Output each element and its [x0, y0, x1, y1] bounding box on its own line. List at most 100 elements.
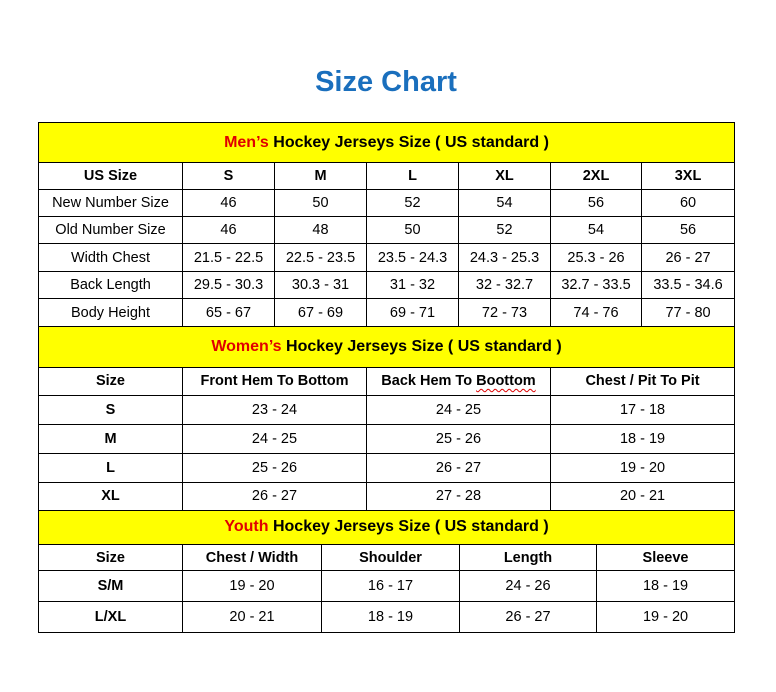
table-cell: 20 - 21 — [182, 601, 322, 633]
mens-section-title: Men’s Hockey Jerseys Size ( US standard … — [37, 122, 736, 163]
table-cell: 32 - 32.7 — [458, 271, 551, 299]
womens-section-title: Women’s Hockey Jerseys Size ( US standar… — [37, 327, 736, 368]
table-cell: 17 - 18 — [549, 394, 736, 425]
column-header: Shoulder — [321, 544, 460, 571]
column-header: 2XL — [550, 162, 642, 190]
table-cell: 77 - 80 — [640, 298, 736, 327]
table-cell: 16 - 17 — [321, 570, 460, 602]
row-label: Back Length — [38, 271, 183, 299]
table-cell: 26 - 27 — [459, 601, 597, 633]
column-header-label: M — [314, 168, 327, 184]
table-cell: 26 - 27 — [182, 481, 367, 511]
row-label: S/M — [38, 570, 183, 602]
table-cell: 25 - 26 — [182, 452, 367, 483]
table-cell: 25 - 26 — [366, 423, 551, 454]
row-label: Body Height — [38, 298, 183, 327]
table-cell: 72 - 73 — [458, 298, 551, 327]
row-label: XL — [38, 481, 183, 511]
section-highlight: Women’s — [211, 337, 282, 355]
youth-section-title: Youth Hockey Jerseys Size ( US standard … — [37, 510, 736, 545]
row-label: L — [38, 452, 183, 483]
table-cell: 30.3 - 31 — [274, 271, 367, 299]
table-cell: 23 - 24 — [182, 394, 367, 425]
column-header: XL — [458, 162, 551, 190]
table-cell: 24.3 - 25.3 — [458, 243, 551, 272]
table-row: L/XL 20 - 21 18 - 19 26 - 27 19 - 20 — [38, 601, 736, 633]
column-header-label: S — [223, 168, 234, 184]
section-heading: Hockey Jerseys Size ( US standard ) — [268, 133, 549, 151]
table-row: Old Number Size 46 48 50 52 54 56 — [38, 216, 736, 244]
column-header: Chest / Pit To Pit — [549, 366, 736, 396]
row-label: S — [38, 394, 183, 425]
table-cell: 19 - 20 — [549, 452, 736, 483]
column-header-label: 2XL — [582, 168, 610, 184]
table-cell: 50 — [274, 189, 367, 217]
table-cell: 67 - 69 — [274, 298, 367, 327]
womens-size-table: Women’s Hockey Jerseys Size ( US standar… — [37, 327, 736, 511]
table-cell: 21.5 - 22.5 — [182, 243, 275, 272]
column-header: Length — [459, 544, 597, 571]
table-cell: 46 — [182, 189, 275, 217]
column-header-label: Size — [95, 549, 125, 566]
column-header-label: L — [408, 168, 417, 184]
table-cell: 54 — [458, 189, 551, 217]
misspelled-word: Boottom — [476, 373, 536, 389]
column-header: 3XL — [640, 162, 736, 190]
column-header: M — [274, 162, 367, 190]
section-heading: Hockey Jerseys Size ( US standard ) — [268, 518, 549, 536]
table-row: XL 26 - 27 27 - 28 20 - 21 — [38, 481, 736, 511]
table-cell: 18 - 19 — [595, 570, 736, 602]
column-header: Size — [38, 544, 183, 571]
column-header-label: Front Hem To Bottom — [200, 373, 349, 389]
mens-size-table: Men’s Hockey Jerseys Size ( US standard … — [37, 122, 736, 327]
column-header: Size — [38, 366, 183, 396]
section-title-row: Men’s Hockey Jerseys Size ( US standard … — [37, 122, 736, 163]
youth-size-table: Youth Hockey Jerseys Size ( US standard … — [37, 510, 736, 633]
table-cell: 19 - 20 — [182, 570, 322, 602]
table-cell: 24 - 26 — [459, 570, 597, 602]
table-cell: 32.7 - 33.5 — [550, 271, 642, 299]
table-cell: 65 - 67 — [182, 298, 275, 327]
table-cell: 50 — [366, 216, 459, 244]
table-cell: 26 - 27 — [640, 243, 736, 272]
table-cell: 31 - 32 — [366, 271, 459, 299]
column-header-label: Chest / Width — [205, 549, 299, 566]
column-header-label: XL — [495, 168, 514, 184]
table-cell: 18 - 19 — [321, 601, 460, 633]
section-highlight: Men’s — [224, 133, 269, 151]
table-cell: 56 — [550, 189, 642, 217]
page-title: Size Chart — [315, 66, 457, 98]
table-row: Body Height 65 - 67 67 - 69 69 - 71 72 - 73 7… — [38, 298, 736, 327]
table-row: L 25 - 26 26 - 27 19 - 20 — [38, 452, 736, 483]
table-row: S/M 19 - 20 16 - 17 24 - 26 18 - 19 — [38, 570, 736, 602]
header-row: Size Chest / Width Shoulder Length Sleeve — [38, 544, 736, 571]
column-header: US Size — [38, 162, 183, 190]
table-cell: 24 - 25 — [182, 423, 367, 454]
table-row: New Number Size 46 50 52 54 56 60 — [38, 189, 736, 217]
column-header-label: Size — [95, 373, 125, 389]
row-label: M — [38, 423, 183, 454]
section-title-row: Women’s Hockey Jerseys Size ( US standar… — [37, 327, 736, 368]
table-cell: 52 — [458, 216, 551, 244]
section-title-row: Youth Hockey Jerseys Size ( US standard … — [37, 510, 736, 545]
table-cell: 69 - 71 — [366, 298, 459, 327]
row-label: Old Number Size — [38, 216, 183, 244]
table-cell: 25.3 - 26 — [550, 243, 642, 272]
table-cell: 33.5 - 34.6 — [640, 271, 736, 299]
column-header: Sleeve — [595, 544, 736, 571]
section-heading: Hockey Jerseys Size ( US standard ) — [281, 337, 562, 355]
table-cell: 46 — [182, 216, 275, 244]
column-header-label: Chest / Pit To Pit — [585, 373, 700, 389]
section-highlight: Youth — [224, 518, 269, 536]
table-cell: 52 — [366, 189, 459, 217]
column-header: Chest / Width — [182, 544, 322, 571]
table-row: Width Chest 21.5 - 22.5 22.5 - 23.5 23.5 - … — [38, 243, 736, 272]
column-header-label: Back Hem To Boottom — [381, 373, 536, 389]
column-header-label: US Size — [83, 168, 138, 184]
table-cell: 23.5 - 24.3 — [366, 243, 459, 272]
row-label: L/XL — [38, 601, 183, 633]
table-row: S 23 - 24 24 - 25 17 - 18 — [38, 394, 736, 425]
table-cell: 60 — [640, 189, 736, 217]
row-label: New Number Size — [38, 189, 183, 217]
column-header: S — [182, 162, 275, 190]
